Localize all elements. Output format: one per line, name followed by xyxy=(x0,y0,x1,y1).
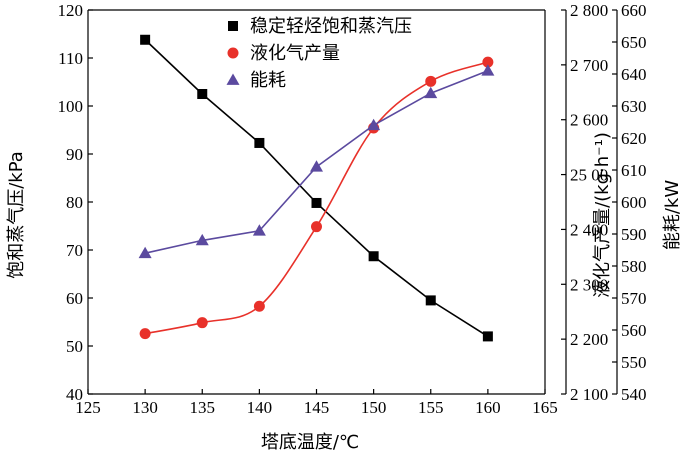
middle-y-tick-label: 2 300 xyxy=(570,275,608,294)
x-tick-label: 150 xyxy=(361,398,387,417)
left-y-axis-label: 饱和蒸气压/kPa xyxy=(6,151,27,279)
right-y-tick-label: 550 xyxy=(621,353,647,372)
series-1-point xyxy=(368,251,379,262)
left-y-tick-label: 110 xyxy=(58,49,83,68)
right-y-tick-label: 600 xyxy=(621,193,647,212)
middle-y-tick-label: 2 700 xyxy=(570,56,608,75)
series-1-point xyxy=(197,89,208,99)
x-tick-label: 160 xyxy=(475,398,501,417)
legend-marker-3 xyxy=(226,73,240,85)
series-1-point xyxy=(140,34,151,45)
left-y-tick-label: 40 xyxy=(66,385,83,404)
middle-y-tick-label: 2 800 xyxy=(570,1,608,20)
middle-y-axis-label: 液化气产量/(kg·h⁻¹) xyxy=(592,132,613,298)
x-tick-label: 130 xyxy=(132,398,158,417)
right-y-tick-label: 630 xyxy=(621,97,647,116)
series-2-point xyxy=(482,56,494,68)
right-y-tick-label: 620 xyxy=(621,129,647,148)
x-tick-label: 125 xyxy=(75,398,101,417)
legend-marker-1 xyxy=(228,21,238,31)
right-y-axis-label: 能耗/kW xyxy=(662,180,683,250)
x-tick-label: 155 xyxy=(418,398,444,417)
middle-y-tick-label: 2 100 xyxy=(570,385,608,404)
left-y-tick-label: 70 xyxy=(66,241,83,260)
right-y-tick-label: 540 xyxy=(621,385,647,404)
right-y-tick-label: 570 xyxy=(621,289,647,308)
x-axis-label: 塔底温度/℃ xyxy=(261,432,359,453)
right-y-tick-label: 590 xyxy=(621,225,647,244)
x-tick-label: 135 xyxy=(190,398,216,417)
middle-y-tick-label: 2 400 xyxy=(570,220,608,239)
right-y-tick-label: 580 xyxy=(621,257,647,276)
series-3-point xyxy=(481,64,495,76)
left-y-tick-label: 50 xyxy=(66,337,83,356)
right-y-tick-label: 610 xyxy=(621,161,647,180)
series-3-point xyxy=(195,233,209,246)
middle-y-tick-label: 25 00 xyxy=(570,166,608,185)
left-y-tick-label: 90 xyxy=(66,145,83,164)
left-y-tick-label: 100 xyxy=(58,97,84,116)
axes-layer: 125 130 135 140 145 150 155 160 165 40 50 60 70 80 90 1… xyxy=(6,1,683,453)
series-line-1 xyxy=(144,39,489,338)
middle-y-tick-label: 2 600 xyxy=(570,111,608,130)
x-tick-label: 145 xyxy=(304,398,330,417)
series-2-point xyxy=(311,221,322,233)
series-layer xyxy=(138,34,495,342)
series-3-point xyxy=(367,118,381,131)
legend-marker-2 xyxy=(227,47,239,59)
x-tick-label: 165 xyxy=(532,398,558,417)
series-2-point xyxy=(139,328,151,340)
series-1-point xyxy=(311,197,322,208)
series-2-point xyxy=(425,75,437,87)
series-3-point xyxy=(138,246,152,259)
x-tick-label: 140 xyxy=(247,398,273,417)
series-1-point xyxy=(254,137,265,148)
right-y-tick-label: 640 xyxy=(621,65,647,84)
series-2-point xyxy=(196,317,208,329)
legend-label-3: 能耗 xyxy=(250,70,286,91)
legend-label-1: 稳定轻烃饱和蒸汽压 xyxy=(250,16,412,37)
left-y-tick-label: 80 xyxy=(66,193,83,212)
left-y-tick-label: 60 xyxy=(66,289,83,308)
series-1-point xyxy=(482,331,493,342)
middle-y-tick-label: 2 200 xyxy=(570,330,608,349)
series-3-point xyxy=(310,160,323,172)
series-3-point xyxy=(424,86,438,99)
legend-label-2: 液化气产量 xyxy=(250,43,340,64)
right-y-tick-label: 660 xyxy=(621,1,647,20)
series-line-2 xyxy=(144,61,489,335)
series-3-point xyxy=(252,224,266,236)
series-2-point xyxy=(253,300,265,312)
right-y-tick-label: 560 xyxy=(621,321,647,340)
left-y-tick-label: 120 xyxy=(58,1,84,20)
right-y-tick-label: 650 xyxy=(621,33,647,52)
series-1-point xyxy=(425,295,436,306)
